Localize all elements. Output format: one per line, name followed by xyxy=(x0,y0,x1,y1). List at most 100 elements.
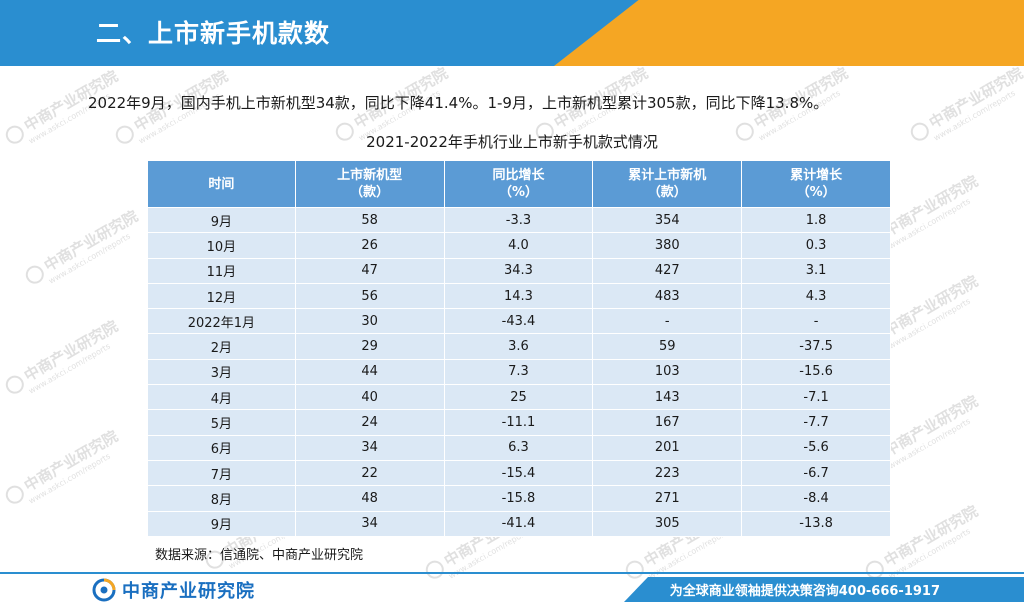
table-cell: -15.4 xyxy=(443,459,594,487)
table-cell: 59 xyxy=(592,333,743,360)
column-header: 时间 xyxy=(147,160,296,208)
header-banner xyxy=(0,0,1024,66)
table-cell: 7.3 xyxy=(443,358,594,386)
watermark-text: 中商产业研究院 xyxy=(41,206,142,276)
table-cell: 103 xyxy=(592,358,743,386)
table-row: 9月 58 -3.3 354 1.8 xyxy=(147,206,891,234)
table-cell: 3.1 xyxy=(741,257,891,284)
table-row: 6月 34 6.3 201 -5.6 xyxy=(147,434,891,461)
table-cell: 58 xyxy=(294,206,445,234)
data-source-note: 数据来源：信通院、中商产业研究院 xyxy=(155,548,364,563)
table-cell: 8月 xyxy=(147,485,296,512)
column-header-label: 累计上市新机 xyxy=(628,168,707,183)
table-row: 10月 26 4.0 380 0.3 xyxy=(147,232,891,259)
table-cell: -7.7 xyxy=(741,409,891,436)
table-cell: -6.7 xyxy=(741,459,891,487)
table-cell: 427 xyxy=(592,257,743,284)
watermark-text: 中商产业研究院 xyxy=(21,316,122,386)
watermark-logo-icon xyxy=(22,261,47,287)
table-cell: 11月 xyxy=(147,257,296,284)
table-row: 2022年1月 30 -43.4- - xyxy=(147,308,891,335)
table-cell: 7月 xyxy=(147,459,296,487)
table-cell: 354 xyxy=(592,206,743,234)
table-cell: 14.3 xyxy=(443,282,594,310)
footer-divider xyxy=(0,572,1024,574)
footer-logo: 中商产业研究院 xyxy=(92,578,255,602)
table-cell: 24 xyxy=(294,409,445,436)
column-header-label: 累计增长 xyxy=(790,168,843,183)
table-cell: 201 xyxy=(592,434,743,461)
table-cell: -15.6 xyxy=(741,358,891,386)
table-header-row: 时间 上市新机型 （款） 同比增长 （%） 累计上市新机 （款） 累计增长 （%） xyxy=(147,160,891,208)
column-header: 累计上市新机 （款） xyxy=(592,160,743,208)
table-cell: -37.5 xyxy=(741,333,891,360)
table-cell: -3.3 xyxy=(443,206,594,234)
table-cell: 44 xyxy=(294,358,445,386)
table-cell: -8.4 xyxy=(741,485,891,512)
header-orange-band xyxy=(554,0,1024,66)
phone-models-table: 时间 上市新机型 （款） 同比增长 （%） 累计上市新机 （款） 累计增长 （%） 9月 58 -3… xyxy=(147,160,891,537)
table-cell: 143 xyxy=(592,384,743,411)
watermark-url: www.askci.com/reports xyxy=(887,416,972,471)
table-cell: 223 xyxy=(592,459,743,487)
table-cell: 5月 xyxy=(147,409,296,436)
table-cell: -13.8 xyxy=(741,510,891,537)
table-cell: 0.3 xyxy=(741,232,891,259)
table-cell: 22 xyxy=(294,459,445,487)
summary-text: 2022年9月，国内手机上市新机型34款，同比下降41.4%。1-9月，上市新机… xyxy=(88,94,829,112)
table-cell: 34 xyxy=(294,510,445,537)
column-header: 累计增长 （%） xyxy=(741,160,891,208)
watermark-logo-icon xyxy=(422,556,447,582)
table-cell: 2022年1月 xyxy=(147,308,296,335)
table-cell: -11.1 xyxy=(443,409,594,436)
watermark-url: www.askci.com/reports xyxy=(887,296,972,351)
column-header: 同比增长 （%） xyxy=(443,160,594,208)
watermark-url: www.askci.com/reports xyxy=(887,196,972,251)
table-cell: 6.3 xyxy=(443,434,594,461)
table-cell: 305 xyxy=(592,510,743,537)
column-header-unit: （款） xyxy=(350,185,390,200)
table-cell: 26 xyxy=(294,232,445,259)
table-row: 4月 40 25 143 -7.1 xyxy=(147,384,891,411)
table-cell: 4.0 xyxy=(443,232,594,259)
table-cell: 40 xyxy=(294,384,445,411)
watermark-logo-icon xyxy=(2,481,27,507)
footer-slogan-band xyxy=(624,577,1024,602)
table-cell: 3.6 xyxy=(443,333,594,360)
watermark-text: 中商产业研究院 xyxy=(926,63,1024,133)
table-cell: 56 xyxy=(294,282,445,310)
table-cell: 9月 xyxy=(147,206,296,234)
table-row: 9月 34 -41.4 305 -13.8 xyxy=(147,510,891,537)
table-cell: -43.4 xyxy=(443,308,594,335)
page-title: 二、上市新手机款数 xyxy=(96,19,331,48)
table-cell: 29 xyxy=(294,333,445,360)
table-cell: 6月 xyxy=(147,434,296,461)
column-header-unit: （%） xyxy=(498,185,538,200)
table-cell: 483 xyxy=(592,282,743,310)
table-row: 2月 29 3.6 59 -37.5 xyxy=(147,333,891,360)
watermark-text: 中商产业研究院 xyxy=(881,171,982,241)
table-cell: - xyxy=(741,308,891,335)
watermark-text: 中商产业研究院 xyxy=(881,391,982,461)
table-cell: -5.6 xyxy=(741,434,891,461)
table-row: 3月 44 7.3 103 -15.6 xyxy=(147,358,891,386)
table-cell: 47 xyxy=(294,257,445,284)
table-title: 2021-2022年手机行业上市新手机款式情况 xyxy=(366,133,658,151)
watermark-text: 中商产业研究院 xyxy=(21,426,122,496)
watermark-logo-icon xyxy=(622,556,647,582)
watermark-url: www.askci.com/reports xyxy=(27,451,112,506)
table-cell: 9月 xyxy=(147,510,296,537)
table-body: 9月 58 -3.3 354 1.8 10月 26 4.0 380 0.3 11月 47 34.3 427… xyxy=(147,206,891,537)
table-cell: 30 xyxy=(294,308,445,335)
logo-text: 中商产业研究院 xyxy=(122,581,255,602)
watermark-url: www.askci.com/reports xyxy=(27,341,112,396)
table-cell: -7.1 xyxy=(741,384,891,411)
table-cell: - xyxy=(592,308,743,335)
table-cell: 4.3 xyxy=(741,282,891,310)
column-header-unit: （款） xyxy=(647,185,687,200)
watermark-logo-icon xyxy=(2,371,27,397)
column-header-label: 上市新机型 xyxy=(337,168,403,183)
table-cell: 12月 xyxy=(147,282,296,310)
